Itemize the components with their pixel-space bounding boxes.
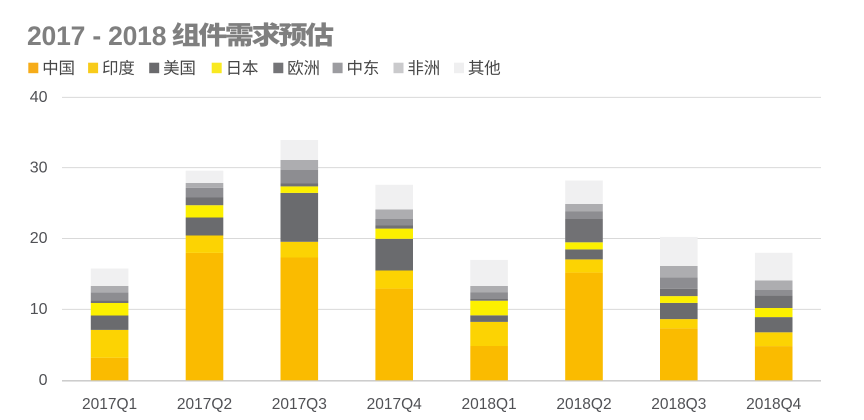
svg-text:2018Q4: 2018Q4 bbox=[746, 396, 802, 413]
svg-text:40: 40 bbox=[30, 89, 48, 106]
svg-text:0: 0 bbox=[39, 372, 48, 389]
svg-text:2017 - 2018: 2017 - 2018 bbox=[27, 21, 166, 51]
svg-text:30: 30 bbox=[30, 159, 48, 176]
svg-text:2018Q3: 2018Q3 bbox=[651, 396, 706, 413]
svg-text:2018Q1: 2018Q1 bbox=[462, 396, 517, 413]
svg-text:10: 10 bbox=[30, 301, 48, 318]
svg-text:2018Q2: 2018Q2 bbox=[556, 396, 611, 413]
svg-text:2017Q4: 2017Q4 bbox=[367, 396, 423, 413]
svg-text:2017Q3: 2017Q3 bbox=[272, 396, 327, 413]
svg-text:2017Q2: 2017Q2 bbox=[177, 396, 232, 413]
svg-text:20: 20 bbox=[30, 230, 48, 247]
svg-text:2017Q1: 2017Q1 bbox=[82, 396, 137, 413]
